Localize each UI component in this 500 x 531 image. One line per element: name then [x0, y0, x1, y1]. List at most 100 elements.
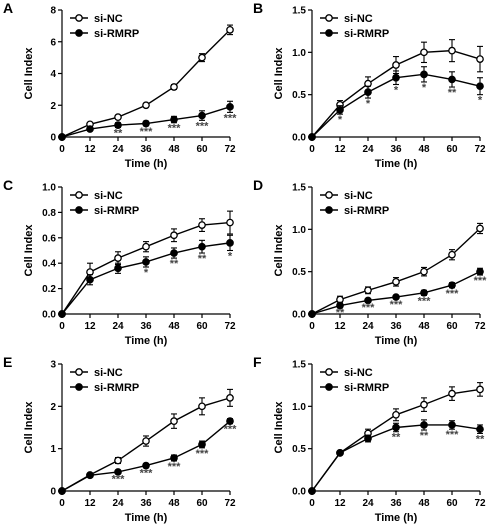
significance-marker: **: [420, 430, 429, 442]
data-point-si-rmrp: [308, 133, 316, 141]
significance-marker: ***: [418, 295, 432, 307]
x-tick-label: 0: [59, 498, 65, 509]
legend-label-si-rmrp: si-RMRP: [94, 205, 139, 217]
significance-marker: **: [198, 253, 207, 265]
panel-letter: D: [253, 177, 264, 193]
x-tick-label: 12: [334, 144, 346, 155]
y-tick-label: 1: [50, 444, 56, 455]
data-point-si-nc: [420, 48, 428, 57]
significance-marker: **: [114, 127, 123, 139]
y-tick-label: 1.0: [292, 402, 306, 413]
x-tick-label: 60: [446, 498, 458, 509]
panel-e: E 0 12 24 36 48 60 72 0 1 2 3 Time (h) Cell Index ***…: [0, 354, 250, 531]
data-point-si-rmrp: [392, 73, 400, 82]
y-axis-title: Cell Index: [23, 401, 35, 454]
y-tick-label: 1.0: [292, 48, 306, 59]
x-tick-label: 72: [474, 498, 486, 509]
x-tick-label: 60: [196, 498, 208, 509]
legend-marker-si-rmrp: [325, 206, 333, 214]
data-point-si-rmrp: [420, 288, 428, 297]
x-tick-label: 36: [390, 144, 402, 155]
y-tick-label: 1.5: [292, 360, 306, 371]
y-axis-title: Cell Index: [23, 224, 35, 277]
x-axis-title: Time (h): [125, 335, 168, 347]
data-point-si-rmrp: [142, 461, 150, 470]
x-tick-label: 0: [309, 498, 315, 509]
y-tick-label: 2: [50, 402, 56, 413]
data-point-si-rmrp: [170, 454, 178, 462]
data-point-si-rmrp: [476, 82, 484, 91]
data-point-si-nc: [198, 221, 206, 229]
significance-marker: ***: [140, 126, 154, 138]
data-point-si-rmrp: [170, 115, 178, 124]
significance-marker: ***: [446, 288, 460, 300]
significance-marker: ***: [474, 275, 488, 287]
y-tick-label: 0.4: [42, 259, 56, 270]
x-tick-label: 48: [418, 144, 430, 155]
y-tick-label: 0.5: [292, 444, 306, 455]
x-tick-label: 36: [140, 321, 152, 332]
legend-marker-si-rmrp: [325, 29, 333, 37]
x-axis-title: Time (h): [125, 512, 168, 524]
significance-marker: **: [448, 87, 457, 99]
x-tick-label: 12: [84, 144, 96, 155]
x-tick-label: 72: [474, 144, 486, 155]
significance-marker: *: [394, 85, 399, 97]
significance-marker: **: [476, 433, 485, 445]
data-point-si-nc: [476, 224, 484, 233]
panel-letter: A: [3, 0, 14, 16]
data-point-si-nc: [142, 437, 150, 445]
x-tick-label: 24: [362, 144, 374, 155]
y-tick-label: 0.6: [42, 233, 56, 244]
y-tick-label: 0: [50, 133, 56, 144]
y-tick-label: 2: [50, 101, 56, 112]
data-point-si-nc: [448, 46, 456, 55]
y-tick-label: 1.5: [292, 6, 306, 17]
data-point-si-rmrp: [364, 88, 372, 96]
x-tick-label: 48: [168, 321, 180, 332]
legend-marker-si-rmrp: [75, 29, 83, 37]
data-point-si-nc: [392, 277, 400, 286]
chart-f: 0 12 24 36 48 60 72 0.0 0.5 1.0 1.5 Time (h) Cell In…: [273, 360, 486, 525]
x-tick-label: 72: [224, 144, 236, 155]
significance-marker: *: [338, 114, 343, 126]
data-point-si-nc: [476, 55, 484, 63]
x-axis-title: Time (h): [125, 158, 168, 170]
legend-label-si-nc: si-NC: [94, 190, 123, 202]
legend-marker-si-rmrp: [75, 383, 83, 391]
x-tick-label: 60: [446, 144, 458, 155]
x-tick-label: 0: [59, 321, 65, 332]
x-tick-label: 36: [390, 498, 402, 509]
significance-marker: **: [392, 432, 401, 444]
data-point-si-nc: [114, 113, 122, 122]
legend-marker-si-nc: [325, 191, 333, 199]
y-tick-label: 4: [50, 69, 56, 80]
data-point-si-rmrp: [392, 293, 400, 301]
legend-label-si-nc: si-NC: [94, 13, 123, 25]
data-point-si-rmrp: [336, 301, 344, 310]
panel-d: D 0 12 24 36 48 60 72 0.0 0.5 1.0 1.5 Time (h) Cell …: [250, 177, 500, 354]
significance-marker: *: [228, 251, 233, 263]
x-tick-label: 24: [112, 144, 124, 155]
y-tick-label: 1.0: [42, 183, 56, 194]
y-axis-title: Cell Index: [23, 47, 35, 100]
x-axis-title: Time (h): [375, 158, 418, 170]
panel-c: C 0 12 24 36 48 60 72 0.0 0.2 0.4 0.6 0.8 1.0 Time (h…: [0, 177, 250, 354]
data-point-si-rmrp: [448, 75, 456, 84]
data-point-si-rmrp: [114, 121, 122, 129]
data-point-si-rmrp: [226, 102, 234, 111]
data-point-si-rmrp: [114, 468, 122, 476]
data-point-si-rmrp: [86, 275, 94, 284]
data-point-si-rmrp: [198, 242, 206, 251]
x-tick-label: 36: [390, 321, 402, 332]
x-tick-label: 48: [418, 498, 430, 509]
x-tick-label: 60: [446, 321, 458, 332]
y-axis-title: Cell Index: [273, 224, 285, 277]
data-point-si-nc: [392, 410, 400, 419]
y-tick-label: 0.0: [42, 310, 56, 321]
x-tick-label: 0: [309, 321, 315, 332]
x-tick-label: 36: [140, 144, 152, 155]
legend-marker-si-nc: [75, 368, 83, 376]
